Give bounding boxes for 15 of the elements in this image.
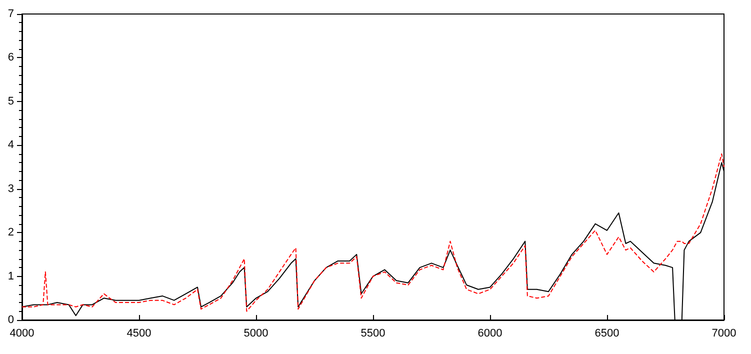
x-tick-label: 5000 — [244, 328, 268, 340]
y-tick-label: 5 — [8, 95, 14, 108]
y-tick-label: 2 — [8, 226, 14, 239]
x-tick-label: 5500 — [360, 328, 386, 340]
y-tick-label: 0 — [8, 314, 14, 326]
y-tick-label: 1 — [8, 270, 14, 282]
y-tick-label: 4 — [8, 139, 14, 152]
y-tick-label: 6 — [8, 52, 14, 64]
x-tick-label: 7000 — [712, 328, 736, 340]
y-tick-label: 7 — [8, 8, 14, 20]
x-tick-label: 6000 — [478, 328, 502, 340]
x-tick-label: 4500 — [126, 328, 152, 340]
y-tick-label: 3 — [8, 182, 14, 195]
x-tick-label: 4000 — [10, 328, 34, 340]
x-tick-label: 6500 — [594, 328, 620, 340]
